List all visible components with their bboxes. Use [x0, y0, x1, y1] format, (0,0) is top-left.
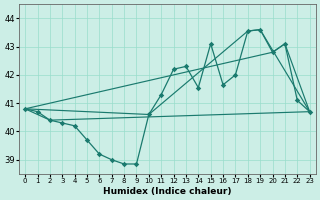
- X-axis label: Humidex (Indice chaleur): Humidex (Indice chaleur): [103, 187, 232, 196]
